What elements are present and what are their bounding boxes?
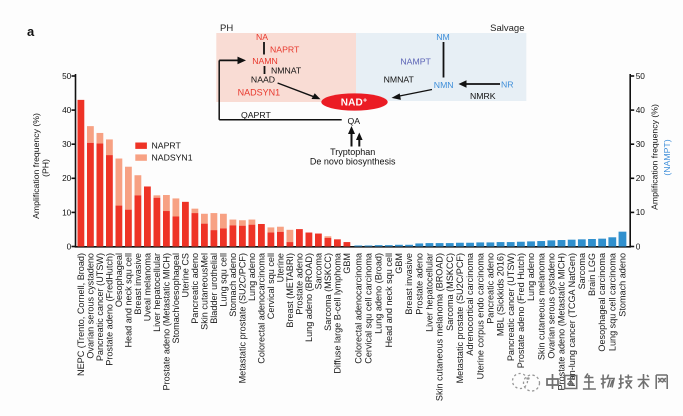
svg-text:Lung squ cell carcinoma: Lung squ cell carcinoma bbox=[607, 252, 617, 351]
svg-text:(NAMPT): (NAMPT) bbox=[662, 139, 672, 175]
svg-text:Lung adeno: Lung adeno bbox=[526, 253, 536, 301]
svg-text:Skin cutaneousMel: Skin cutaneousMel bbox=[200, 253, 210, 330]
svg-text:Sarcoma (MSKCC): Sarcoma (MSKCC) bbox=[323, 253, 333, 331]
svg-text:30: 30 bbox=[636, 139, 646, 149]
svg-text:PH: PH bbox=[220, 23, 233, 34]
svg-text:Skin cutaneous melanoma (BROAD: Skin cutaneous melanoma (BROAD) bbox=[435, 253, 445, 401]
svg-text:GBM: GBM bbox=[394, 253, 404, 274]
svg-text:Sarcoma: Sarcoma bbox=[314, 252, 324, 289]
svg-text:40: 40 bbox=[62, 105, 72, 115]
svg-text:Liver hepatocellular: Liver hepatocellular bbox=[425, 253, 435, 332]
svg-text:NADSYN1: NADSYN1 bbox=[238, 88, 281, 98]
svg-text:Uveal melanoma: Uveal melanoma bbox=[143, 252, 153, 321]
svg-text:Sarcoma (MSKCC): Sarcoma (MSKCC) bbox=[445, 253, 455, 331]
svg-text:Lung adeno (Broad): Lung adeno (Broad) bbox=[374, 253, 384, 334]
svg-text:Stomach adeno: Stomach adeno bbox=[228, 253, 238, 317]
svg-text:NADSYN1: NADSYN1 bbox=[152, 153, 193, 163]
svg-text:Prostate adeno (FredHutch): Prostate adeno (FredHutch) bbox=[105, 253, 115, 366]
svg-text:Liver hepatocellular: Liver hepatocellular bbox=[152, 253, 162, 332]
svg-text:Stomach adeno: Stomach adeno bbox=[618, 253, 628, 317]
svg-text:Prostate adeno (Metastatic MIC: Prostate adeno (Metastatic MICH) bbox=[162, 253, 172, 390]
svg-text:Lung adeno (BROAD): Lung adeno (BROAD) bbox=[304, 253, 314, 342]
svg-text:0: 0 bbox=[636, 241, 641, 251]
svg-text:NAPRT: NAPRT bbox=[152, 141, 182, 151]
svg-text:GBM: GBM bbox=[342, 253, 352, 274]
svg-text:De novo biosynthesis: De novo biosynthesis bbox=[310, 157, 396, 167]
svg-text:Pancreatic adeno: Pancreatic adeno bbox=[485, 253, 495, 324]
svg-text:Diffuse large B-cell lymphoma: Diffuse large B-cell lymphoma bbox=[333, 252, 343, 374]
svg-text:NMNAT: NMNAT bbox=[271, 65, 302, 75]
svg-text:Pancreatic cancer (UTSW): Pancreatic cancer (UTSW) bbox=[506, 253, 516, 361]
svg-text:Cervical squ cell carcinoma: Cervical squ cell carcinoma bbox=[364, 252, 374, 364]
svg-text:Cervical squ cell: Cervical squ cell bbox=[266, 253, 276, 319]
svg-text:Breast invasive: Breast invasive bbox=[133, 253, 143, 315]
svg-text:Sarcoma: Sarcoma bbox=[577, 252, 587, 289]
svg-text:Ovarian serous cystadeno: Ovarian serous cystadeno bbox=[546, 253, 556, 359]
svg-text:Oesophageal: Oesophageal bbox=[114, 253, 124, 307]
svg-text:Ovarian serous cystadeno: Ovarian serous cystadeno bbox=[86, 253, 96, 359]
svg-text:Breast (METABRI): Breast (METABRI) bbox=[285, 253, 295, 328]
svg-text:NMNAT: NMNAT bbox=[384, 74, 415, 84]
svg-text:NM: NM bbox=[436, 32, 450, 42]
svg-text:Prostate adeno: Prostate adeno bbox=[295, 253, 305, 315]
svg-text:Amplification frequency (%): Amplification frequency (%) bbox=[31, 113, 41, 219]
svg-text:QA: QA bbox=[348, 116, 361, 126]
svg-text:NMRK: NMRK bbox=[470, 91, 496, 101]
svg-text:Breast invasive: Breast invasive bbox=[404, 253, 414, 315]
svg-text:Prostate adeno: Prostate adeno bbox=[414, 253, 424, 315]
svg-text:QAPRT: QAPRT bbox=[241, 110, 271, 120]
svg-text:20: 20 bbox=[62, 173, 72, 183]
svg-text:Pancreatic adeno: Pancreatic adeno bbox=[190, 253, 200, 324]
svg-text:(PH): (PH) bbox=[41, 159, 51, 177]
svg-text:NA: NA bbox=[256, 32, 268, 42]
svg-text:Uterine corpus endo carcinoma: Uterine corpus endo carcinoma bbox=[475, 252, 485, 379]
svg-text:NMN: NMN bbox=[434, 80, 454, 90]
svg-text:40: 40 bbox=[636, 105, 646, 115]
svg-text:Skin cutaneous melanoma: Skin cutaneous melanoma bbox=[536, 252, 546, 360]
svg-text:0: 0 bbox=[67, 241, 72, 251]
svg-text:Metastatic prostate (SU2C/PCF): Metastatic prostate (SU2C/PCF) bbox=[455, 253, 465, 383]
svg-text:Stomach/oesophageal: Stomach/oesophageal bbox=[171, 253, 181, 344]
svg-text:30: 30 bbox=[62, 139, 72, 149]
svg-text:10: 10 bbox=[636, 207, 646, 217]
svg-text:50: 50 bbox=[62, 71, 72, 81]
svg-text:NAMN: NAMN bbox=[252, 56, 278, 66]
svg-text:10: 10 bbox=[62, 207, 72, 217]
svg-text:Tryptophan: Tryptophan bbox=[330, 147, 375, 157]
svg-text:Adrenocortical carcinoma: Adrenocortical carcinoma bbox=[465, 252, 475, 356]
svg-text:Bladder urothelial: Bladder urothelial bbox=[209, 253, 219, 324]
svg-text:Prostate adeno (Metastatic MIC: Prostate adeno (Metastatic MICH) bbox=[557, 253, 567, 390]
svg-text:50: 50 bbox=[636, 71, 646, 81]
svg-text:Oesophageal carcinoma: Oesophageal carcinoma bbox=[597, 252, 607, 352]
svg-text:20: 20 bbox=[636, 173, 646, 183]
svg-text:NAPRT: NAPRT bbox=[270, 45, 300, 55]
svg-text:Metastatic prostate (SU2C/PCF): Metastatic prostate (SU2C/PCF) bbox=[238, 253, 248, 383]
svg-text:Lung squ cell: Lung squ cell bbox=[219, 253, 229, 307]
svg-text:Head and neck squ cell: Head and neck squ cell bbox=[124, 253, 134, 348]
svg-text:Colorectal adenocarcinoma: Colorectal adenocarcinoma bbox=[353, 252, 363, 364]
svg-text:a: a bbox=[27, 24, 35, 39]
svg-text:NAAD: NAAD bbox=[251, 74, 275, 84]
svg-text:Uterine CS: Uterine CS bbox=[181, 253, 191, 297]
svg-text:Colorectal adenocarcinoma: Colorectal adenocarcinoma bbox=[257, 252, 267, 364]
svg-text:NAD+: NAD+ bbox=[341, 97, 368, 108]
svg-text:Lung adeno: Lung adeno bbox=[247, 253, 257, 301]
svg-text:Prostate adeno (Fred Hutch): Prostate adeno (Fred Hutch) bbox=[516, 253, 526, 368]
svg-text:NEPC (Trento, Cornell, Broad): NEPC (Trento, Cornell, Broad) bbox=[76, 253, 86, 376]
svg-text:Amplification frequency (%): Amplification frequency (%) bbox=[649, 104, 659, 210]
svg-text:Pan-lung cancer (TCGA NatGen): Pan-lung cancer (TCGA NatGen) bbox=[567, 253, 577, 386]
svg-text:Salvage: Salvage bbox=[490, 23, 524, 34]
svg-text:NR: NR bbox=[501, 80, 514, 90]
svg-text:Brain LGG: Brain LGG bbox=[587, 253, 597, 296]
svg-text:Head and neck squ cell: Head and neck squ cell bbox=[384, 253, 394, 348]
svg-text:NAMPT: NAMPT bbox=[400, 57, 431, 67]
svg-text:Pancreatic cancer (UTSW): Pancreatic cancer (UTSW) bbox=[95, 253, 105, 361]
svg-text:MBL (Sickkids 2016): MBL (Sickkids 2016) bbox=[496, 253, 506, 336]
svg-text:Uterine: Uterine bbox=[276, 253, 286, 282]
